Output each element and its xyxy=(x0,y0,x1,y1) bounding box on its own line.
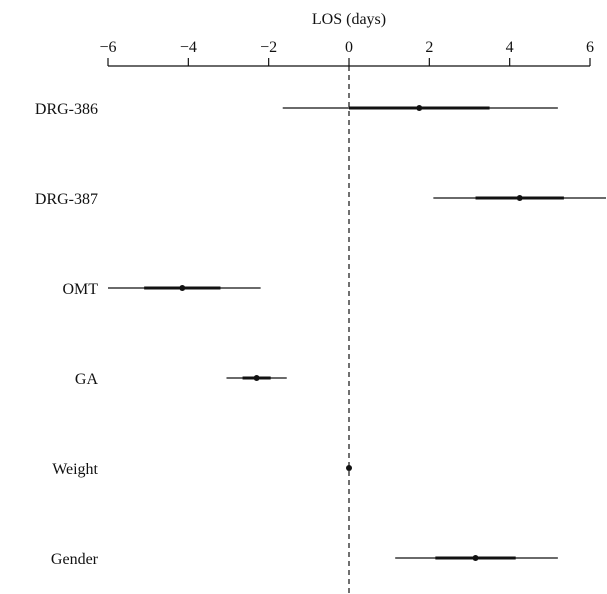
point-estimate xyxy=(346,465,352,471)
row-gender: Gender xyxy=(51,551,558,568)
estimate-rows: DRG-386 DRG-387 OMT GA Weight Gender xyxy=(35,101,606,568)
row-weight: Weight xyxy=(52,461,352,478)
row-label: DRG-386 xyxy=(35,101,98,118)
x-tick-label: 6 xyxy=(586,39,594,56)
x-tick-label: −2 xyxy=(260,39,277,56)
x-tick-label: −4 xyxy=(180,39,197,56)
point-estimate xyxy=(516,195,523,201)
row-label: Weight xyxy=(52,461,98,478)
x-tick-label: 4 xyxy=(506,39,514,56)
x-tick-label: −6 xyxy=(99,39,116,56)
x-axis: −6 −4 −2 0 2 4 6 xyxy=(99,39,594,67)
point-estimate xyxy=(179,285,186,291)
x-axis-title: LOS (days) xyxy=(312,11,386,28)
row-label: GA xyxy=(75,371,99,388)
x-tick-label: 0 xyxy=(345,39,353,56)
row-ga: GA xyxy=(75,371,287,388)
point-estimate xyxy=(472,555,479,561)
point-estimate xyxy=(253,375,260,381)
row-label: DRG-387 xyxy=(35,191,98,208)
x-tick-label: 2 xyxy=(425,39,433,56)
row-label: Gender xyxy=(51,551,99,568)
row-omt: OMT xyxy=(62,281,261,298)
row-label: OMT xyxy=(62,281,98,298)
point-estimate xyxy=(416,105,423,111)
row-drg-386: DRG-386 xyxy=(35,101,558,118)
row-drg-387: DRG-387 xyxy=(35,191,606,208)
